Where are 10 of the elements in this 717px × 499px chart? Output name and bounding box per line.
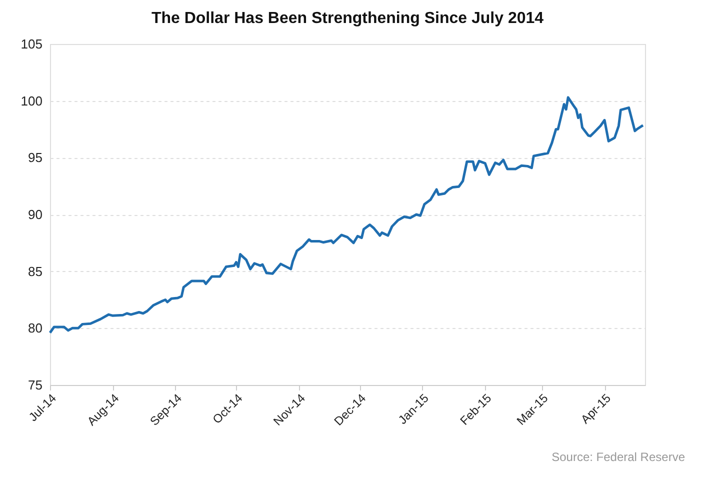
y-tick-label: 90 [28,207,42,222]
y-tick-label: 75 [28,378,42,392]
y-tick-label: 105 [20,36,42,52]
chart-title: The Dollar Has Been Strengthening Since July 2014 [151,10,544,27]
y-tick-label: 85 [28,264,42,279]
y-tick-label: 95 [28,150,42,166]
y-tick-label: 100 [20,93,42,108]
line-series [48,96,644,334]
source-note: Source: Federal Reserve [552,450,686,464]
y-tick-label: 80 [28,320,42,336]
